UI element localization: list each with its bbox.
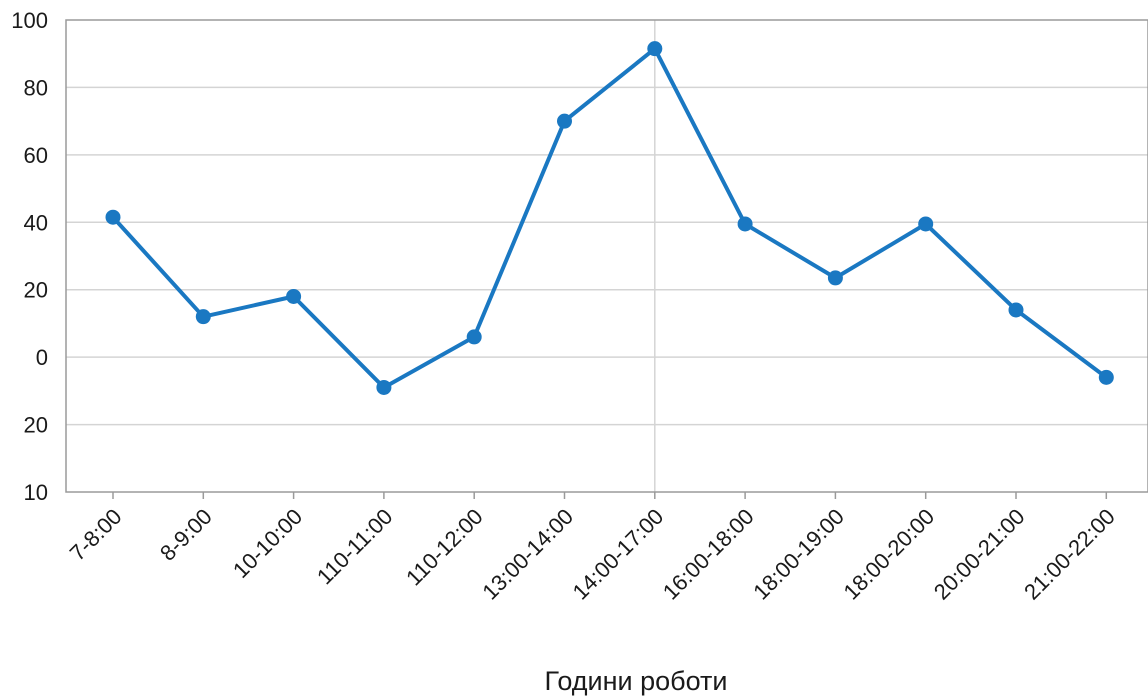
data-point xyxy=(557,113,572,129)
x-axis-title: Години роботи xyxy=(545,666,728,696)
y-tick-label: 60 xyxy=(24,143,48,168)
data-point xyxy=(1008,302,1024,318)
y-tick-label: 80 xyxy=(24,75,48,100)
x-tick-label: 13:00-14:00 xyxy=(477,504,578,605)
x-tick-label: 18:00-20:00 xyxy=(839,504,940,605)
plot-frame xyxy=(65,19,1148,493)
y-tick-label: 10 xyxy=(24,480,48,505)
y-tick-label: 100 xyxy=(11,8,48,33)
x-tick-label: 110-12:00 xyxy=(401,504,488,591)
data-point xyxy=(737,216,753,232)
y-tick-label: 20 xyxy=(24,278,48,303)
series-line xyxy=(111,46,1108,390)
data-point xyxy=(105,209,121,225)
data-point xyxy=(918,216,934,232)
x-tick-label: 10-10:00 xyxy=(228,504,307,583)
y-tick-label: 0 xyxy=(36,345,48,370)
series xyxy=(105,41,1114,395)
y-tick-label: 40 xyxy=(24,210,48,235)
data-point xyxy=(1098,369,1114,385)
x-tick-label: 8-9:00 xyxy=(155,504,217,566)
y-axis-ticks: 100 80 60 40 20 0 20 10 xyxy=(11,8,48,505)
x-tick-label: 110-11:00 xyxy=(312,504,397,589)
data-point xyxy=(466,329,482,345)
data-point xyxy=(286,288,302,304)
x-tick-label: 20:00-21:00 xyxy=(929,504,1030,605)
x-tick-label: 14:00-17:00 xyxy=(568,504,669,605)
data-point xyxy=(376,379,392,395)
x-tick-label: 21:00-22:00 xyxy=(1019,504,1120,605)
data-point xyxy=(195,309,211,325)
x-tick-label: 7-8:00 xyxy=(65,504,127,566)
y-tick-label: 20 xyxy=(24,413,48,438)
grid-lines xyxy=(66,20,1148,492)
data-point xyxy=(827,270,843,286)
x-tick-label: 18:00-19:00 xyxy=(748,504,849,605)
x-tick-label: 16:00-18:00 xyxy=(658,504,759,605)
data-point xyxy=(647,41,663,57)
x-axis-ticks: 7-8:00 8-9:00 10-10:00 110-11:00 110-12:0013… xyxy=(65,492,1120,605)
